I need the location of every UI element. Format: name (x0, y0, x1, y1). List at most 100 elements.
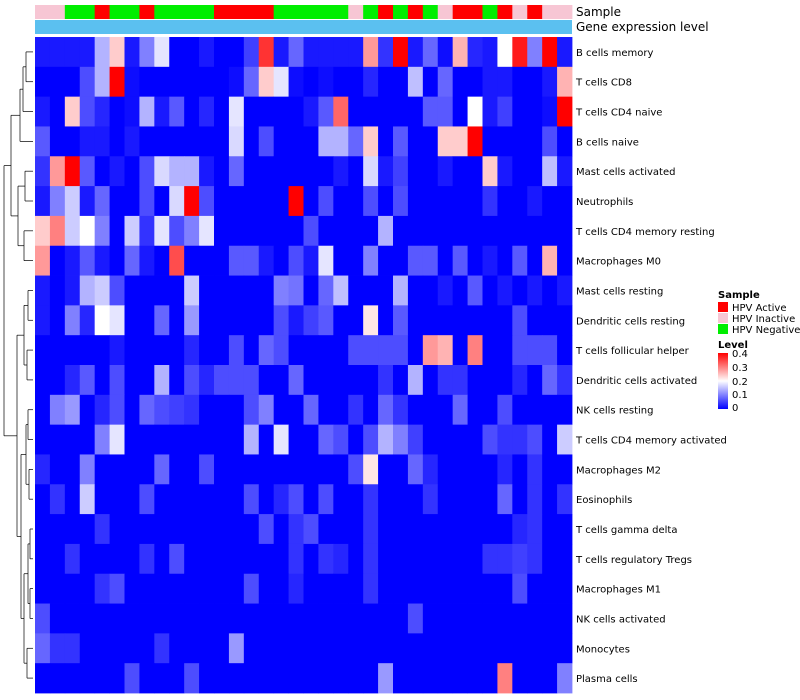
row-dendrogram (3, 51, 33, 679)
heatmap-cell (318, 156, 334, 187)
heatmap-cell (318, 543, 334, 575)
legend-label-hpv-active: HPV Active (732, 303, 787, 314)
heatmap-cell (214, 603, 230, 634)
heatmap-cell (393, 633, 409, 664)
heatmap-cell (288, 66, 304, 98)
heatmap-cell (467, 126, 483, 157)
heatmap-cell (288, 96, 304, 127)
heatmap-cell (393, 543, 409, 575)
heatmap-cell (243, 126, 260, 157)
heatmap-cell (378, 275, 394, 306)
heatmap-cell (363, 37, 379, 68)
heatmap-cell (169, 186, 185, 217)
heatmap-cell (288, 663, 304, 694)
sample-annotation-cell (542, 5, 558, 19)
heatmap-cell (363, 663, 379, 694)
level-tick-2: 0.2 (732, 377, 748, 388)
heatmap-cell (437, 514, 454, 545)
heatmap-cell (35, 603, 51, 634)
heatmap-cell (407, 335, 424, 366)
heatmap-cell (109, 275, 125, 306)
heatmap-cell (407, 454, 424, 485)
heatmap-cell (482, 37, 498, 68)
heatmap-cell (512, 186, 528, 217)
heatmap-cell (124, 126, 140, 157)
heatmap-cell (378, 454, 394, 485)
heatmap-cell (124, 305, 140, 336)
heatmap-cell (542, 186, 558, 217)
heatmap-cell (49, 37, 66, 68)
heatmap-cell (557, 96, 573, 127)
heatmap-cell (303, 514, 319, 545)
heatmap-cell (363, 245, 379, 276)
heatmap-cell (333, 573, 349, 604)
heatmap-cell (228, 37, 245, 68)
heatmap-cell (214, 156, 230, 187)
heatmap-cell (273, 186, 289, 217)
heatmap-cell (258, 275, 275, 306)
heatmap-cell (94, 37, 110, 68)
heatmap-cell (303, 394, 319, 426)
heatmap-cell (228, 484, 245, 515)
heatmap-cell (214, 37, 230, 68)
heatmap-cell (214, 424, 230, 455)
heatmap-cell (79, 275, 96, 306)
heatmap-cell (378, 484, 394, 515)
heatmap-cell (497, 186, 513, 217)
heatmap-cell (437, 66, 454, 98)
heatmap-cell (184, 37, 200, 68)
heatmap-cell (527, 215, 543, 247)
heatmap-cell (258, 66, 275, 98)
heatmap-cell (363, 66, 379, 98)
heatmap-cell (184, 514, 200, 545)
heatmap-cell (184, 335, 200, 366)
heatmap-cell (214, 245, 230, 276)
heatmap-cell (169, 573, 185, 604)
heatmap-cell (35, 96, 51, 127)
heatmap-cell (318, 245, 334, 276)
heatmap-cell (49, 603, 66, 634)
heatmap-cell (422, 603, 439, 634)
heatmap-cell (348, 245, 364, 276)
heatmap-cell (184, 543, 200, 575)
heatmap-cell (512, 156, 528, 187)
heatmap-cell (243, 603, 260, 634)
heatmap-cell (273, 543, 289, 575)
heatmap-cell (109, 66, 125, 98)
heatmap-cell (437, 126, 454, 157)
heatmap-cell (228, 305, 245, 336)
heatmap-cell (124, 186, 140, 217)
heatmap-cell (437, 365, 454, 396)
heatmap-cell (94, 633, 110, 664)
heatmap-cell (184, 484, 200, 515)
heatmap-cell (363, 573, 379, 604)
heatmap-cell (333, 37, 349, 68)
heatmap-cell (139, 365, 155, 396)
heatmap-cell (363, 454, 379, 485)
heatmap-cells (35, 37, 573, 694)
heatmap-cell (482, 186, 498, 217)
heatmap-cell (512, 633, 528, 664)
heatmap-cell (199, 633, 215, 664)
heatmap-cell (35, 633, 51, 664)
legend-label-hpv-negative: HPV Negative (732, 325, 800, 336)
heatmap-cell (169, 96, 185, 127)
sample-annotation-cell (407, 5, 424, 19)
heatmap-cell (557, 603, 573, 634)
heatmap-cell (184, 275, 200, 306)
heatmap-cell (79, 335, 96, 366)
heatmap-cell (452, 424, 468, 455)
heatmap-cell (109, 245, 125, 276)
heatmap-cell (184, 66, 200, 98)
row-label: T cells CD8 (575, 78, 632, 89)
heatmap-cell (288, 156, 304, 187)
heatmap-cell (49, 663, 66, 694)
heatmap-cell (64, 96, 81, 127)
heatmap-cell (139, 603, 155, 634)
sample-annotation-cell (378, 5, 394, 19)
heatmap-cell (184, 633, 200, 664)
heatmap-cell (199, 275, 215, 306)
heatmap-cell (497, 275, 513, 306)
sample-annotation-cell (422, 5, 439, 19)
heatmap-cell (407, 186, 424, 217)
